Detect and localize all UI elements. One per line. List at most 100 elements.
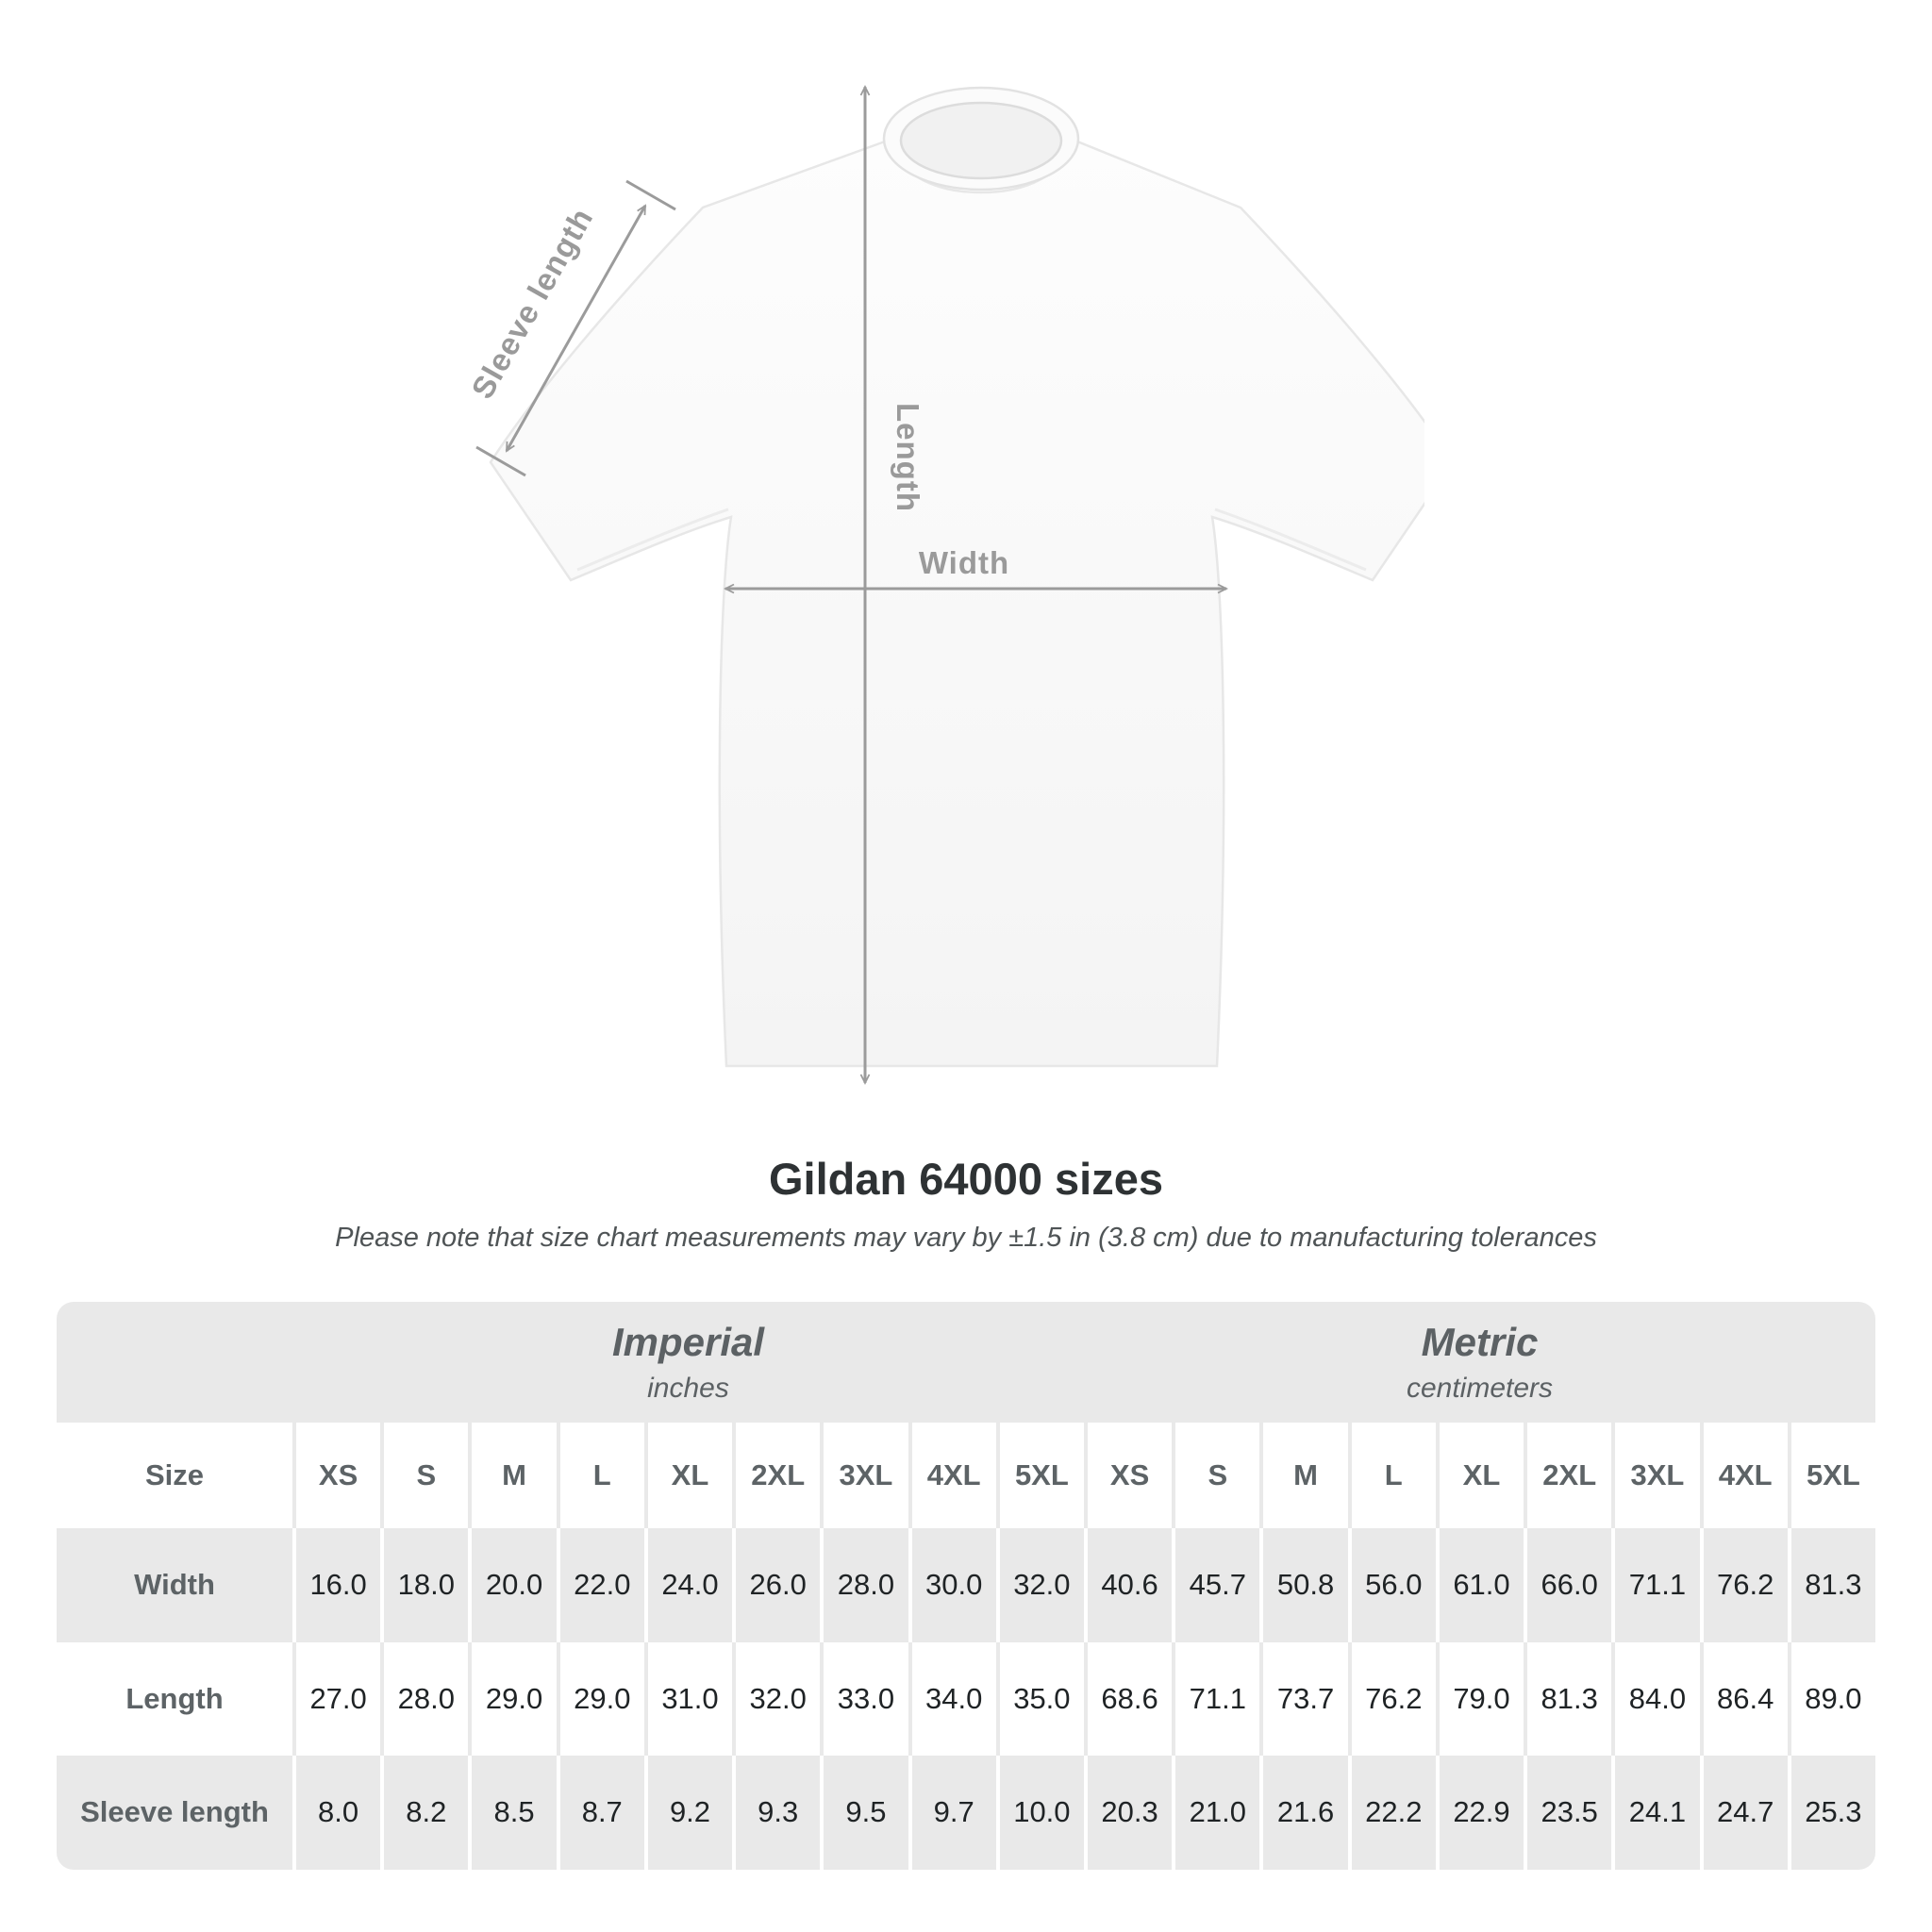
- value-cell: 27.0: [292, 1641, 381, 1756]
- value-cell: 22.0: [556, 1528, 644, 1642]
- value-cell: 22.9: [1435, 1756, 1524, 1870]
- value-cell: 35.0: [995, 1641, 1084, 1756]
- value-cell: 10.0: [995, 1756, 1084, 1870]
- value-cell: 28.0: [820, 1528, 908, 1642]
- value-cell: 18.0: [380, 1528, 469, 1642]
- value-cell: 61.0: [1435, 1528, 1524, 1642]
- value-cell: 8.7: [556, 1756, 644, 1870]
- value-cell: 24.7: [1699, 1756, 1788, 1870]
- size-col-header: XS: [1083, 1423, 1173, 1528]
- size-col-header: L: [556, 1423, 644, 1528]
- value-cell: 50.8: [1259, 1528, 1348, 1642]
- measurement-row-label: Length: [57, 1641, 292, 1756]
- table-row: Sleeve length 8.0 8.2 8.5 8.7 9.2 9.3 9.5 9.7 10.…: [57, 1756, 1875, 1870]
- value-cell: 89.0: [1787, 1641, 1875, 1756]
- tshirt-shape: [489, 86, 1424, 1068]
- value-cell: 68.6: [1083, 1641, 1173, 1756]
- size-table: Imperial inches Metric centimeters Size X…: [57, 1302, 1875, 1870]
- value-cell: 29.0: [468, 1641, 557, 1756]
- imperial-unit: inches: [647, 1373, 729, 1404]
- size-col-header: 4XL: [908, 1423, 996, 1528]
- tshirt-diagram: Length Width Sleeve length: [330, 66, 1424, 1113]
- width-label: Width: [919, 545, 1009, 580]
- size-col-header: 3XL: [820, 1423, 908, 1528]
- size-col-header: M: [1259, 1423, 1348, 1528]
- value-cell: 8.0: [292, 1756, 381, 1870]
- value-cell: 30.0: [908, 1528, 996, 1642]
- size-col-header: 4XL: [1699, 1423, 1788, 1528]
- tolerance-note: Please note that size chart measurements…: [335, 1223, 1597, 1253]
- value-cell: 25.3: [1787, 1756, 1875, 1870]
- measurement-row-label: Width: [57, 1528, 292, 1642]
- value-cell: 32.0: [995, 1528, 1084, 1642]
- value-cell: 21.6: [1259, 1756, 1348, 1870]
- value-cell: 23.5: [1524, 1756, 1612, 1870]
- value-cell: 9.7: [908, 1756, 996, 1870]
- size-table-rows: Size XS S M L XL 2XL 3XL 4XL 5XL XS S M L XL 2XL 3XL 4XL 5…: [57, 1423, 1875, 1870]
- length-label: Length: [891, 403, 925, 512]
- value-cell: 73.7: [1259, 1641, 1348, 1756]
- value-cell: 56.0: [1347, 1528, 1436, 1642]
- imperial-group-header: Imperial inches: [292, 1302, 1084, 1423]
- value-cell: 24.0: [643, 1528, 733, 1642]
- size-col-header: 2XL: [1524, 1423, 1612, 1528]
- value-cell: 24.1: [1611, 1756, 1700, 1870]
- value-cell: 28.0: [380, 1641, 469, 1756]
- size-col-header: XL: [1435, 1423, 1524, 1528]
- size-row-label: Size: [57, 1423, 292, 1528]
- size-col-header: 2XL: [732, 1423, 821, 1528]
- value-cell: 66.0: [1524, 1528, 1612, 1642]
- size-col-header: 3XL: [1611, 1423, 1700, 1528]
- value-cell: 32.0: [732, 1641, 821, 1756]
- table-row: Size XS S M L XL 2XL 3XL 4XL 5XL XS S M L XL 2XL 3XL 4XL 5…: [57, 1423, 1875, 1528]
- value-cell: 76.2: [1347, 1641, 1436, 1756]
- value-cell: 45.7: [1172, 1528, 1260, 1642]
- metric-title: Metric: [1421, 1320, 1539, 1364]
- value-cell: 81.3: [1787, 1528, 1875, 1642]
- page-title: Gildan 64000 sizes: [768, 1154, 1164, 1204]
- table-row: Length 27.0 28.0 29.0 29.0 31.0 32.0 33.0 34.0 35…: [57, 1641, 1875, 1756]
- size-col-header: S: [380, 1423, 469, 1528]
- value-cell: 31.0: [643, 1641, 733, 1756]
- size-col-header: XS: [292, 1423, 381, 1528]
- value-cell: 76.2: [1699, 1528, 1788, 1642]
- unit-header-band: Imperial inches Metric centimeters: [57, 1302, 1875, 1423]
- value-cell: 29.0: [556, 1641, 644, 1756]
- value-cell: 34.0: [908, 1641, 996, 1756]
- value-cell: 9.2: [643, 1756, 733, 1870]
- size-col-header: M: [468, 1423, 557, 1528]
- value-cell: 81.3: [1524, 1641, 1612, 1756]
- metric-group-header: Metric centimeters: [1084, 1302, 1875, 1423]
- value-cell: 9.3: [732, 1756, 821, 1870]
- value-cell: 71.1: [1611, 1528, 1700, 1642]
- value-cell: 9.5: [820, 1756, 908, 1870]
- imperial-title: Imperial: [611, 1320, 765, 1364]
- value-cell: 22.2: [1347, 1756, 1436, 1870]
- value-cell: 40.6: [1083, 1528, 1173, 1642]
- value-cell: 20.0: [468, 1528, 557, 1642]
- value-cell: 84.0: [1611, 1641, 1700, 1756]
- value-cell: 8.2: [380, 1756, 469, 1870]
- value-cell: 21.0: [1172, 1756, 1260, 1870]
- value-cell: 79.0: [1435, 1641, 1524, 1756]
- size-col-header: 5XL: [1787, 1423, 1875, 1528]
- tshirt-svg: Length Width Sleeve length: [464, 84, 1424, 1086]
- size-col-header: S: [1172, 1423, 1260, 1528]
- metric-unit: centimeters: [1406, 1373, 1554, 1404]
- measurement-row-label: Sleeve length: [57, 1756, 292, 1870]
- width-dimension: Width: [723, 545, 1229, 594]
- size-col-header: L: [1347, 1423, 1436, 1528]
- value-cell: 26.0: [732, 1528, 821, 1642]
- value-cell: 16.0: [292, 1528, 381, 1642]
- value-cell: 71.1: [1172, 1641, 1260, 1756]
- value-cell: 33.0: [820, 1641, 908, 1756]
- size-col-header: XL: [643, 1423, 733, 1528]
- value-cell: 86.4: [1699, 1641, 1788, 1756]
- band-corner-spacer: [57, 1302, 292, 1423]
- value-cell: 8.5: [468, 1756, 557, 1870]
- collar: [882, 86, 1080, 192]
- value-cell: 20.3: [1083, 1756, 1173, 1870]
- size-col-header: 5XL: [995, 1423, 1084, 1528]
- table-row: Width 16.0 18.0 20.0 22.0 24.0 26.0 28.0 30.0 32.…: [57, 1528, 1875, 1642]
